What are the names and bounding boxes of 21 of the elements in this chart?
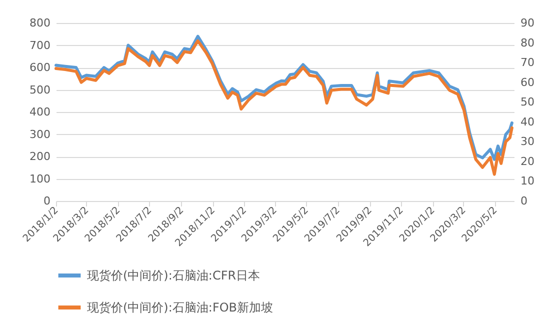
y2-tick-label: 20 [520, 154, 534, 168]
legend-label: 现货价(中间价):石脑油:FOB新加坡 [87, 300, 274, 314]
y-tick-label: 0 [44, 194, 50, 208]
y-tick-label: 500 [30, 83, 50, 96]
y-tick-label: 300 [30, 128, 50, 141]
y2-tick-label: 60 [520, 76, 534, 89]
y2-tick-label: 0 [520, 194, 528, 208]
y-tick-label: 200 [30, 150, 50, 163]
y-tick-label: 800 [30, 16, 50, 30]
y2-tick-label: 50 [520, 96, 534, 109]
y-tick-label: 400 [30, 106, 50, 118]
y2-tick-label: 10 [520, 174, 534, 188]
y2-tick-label: 90 [520, 16, 534, 30]
y2-tick-label: 30 [520, 135, 534, 148]
y2-tick-label: 40 [520, 115, 534, 128]
y2-tick-label: 80 [520, 36, 534, 50]
y-tick-label: 600 [30, 61, 50, 74]
y-tick-label: 700 [30, 38, 50, 52]
y2-tick-label: 70 [520, 56, 534, 70]
legend-label: 现货价(中间价):石脑油:CFR日本 [87, 268, 260, 282]
y-tick-label: 100 [30, 172, 50, 186]
